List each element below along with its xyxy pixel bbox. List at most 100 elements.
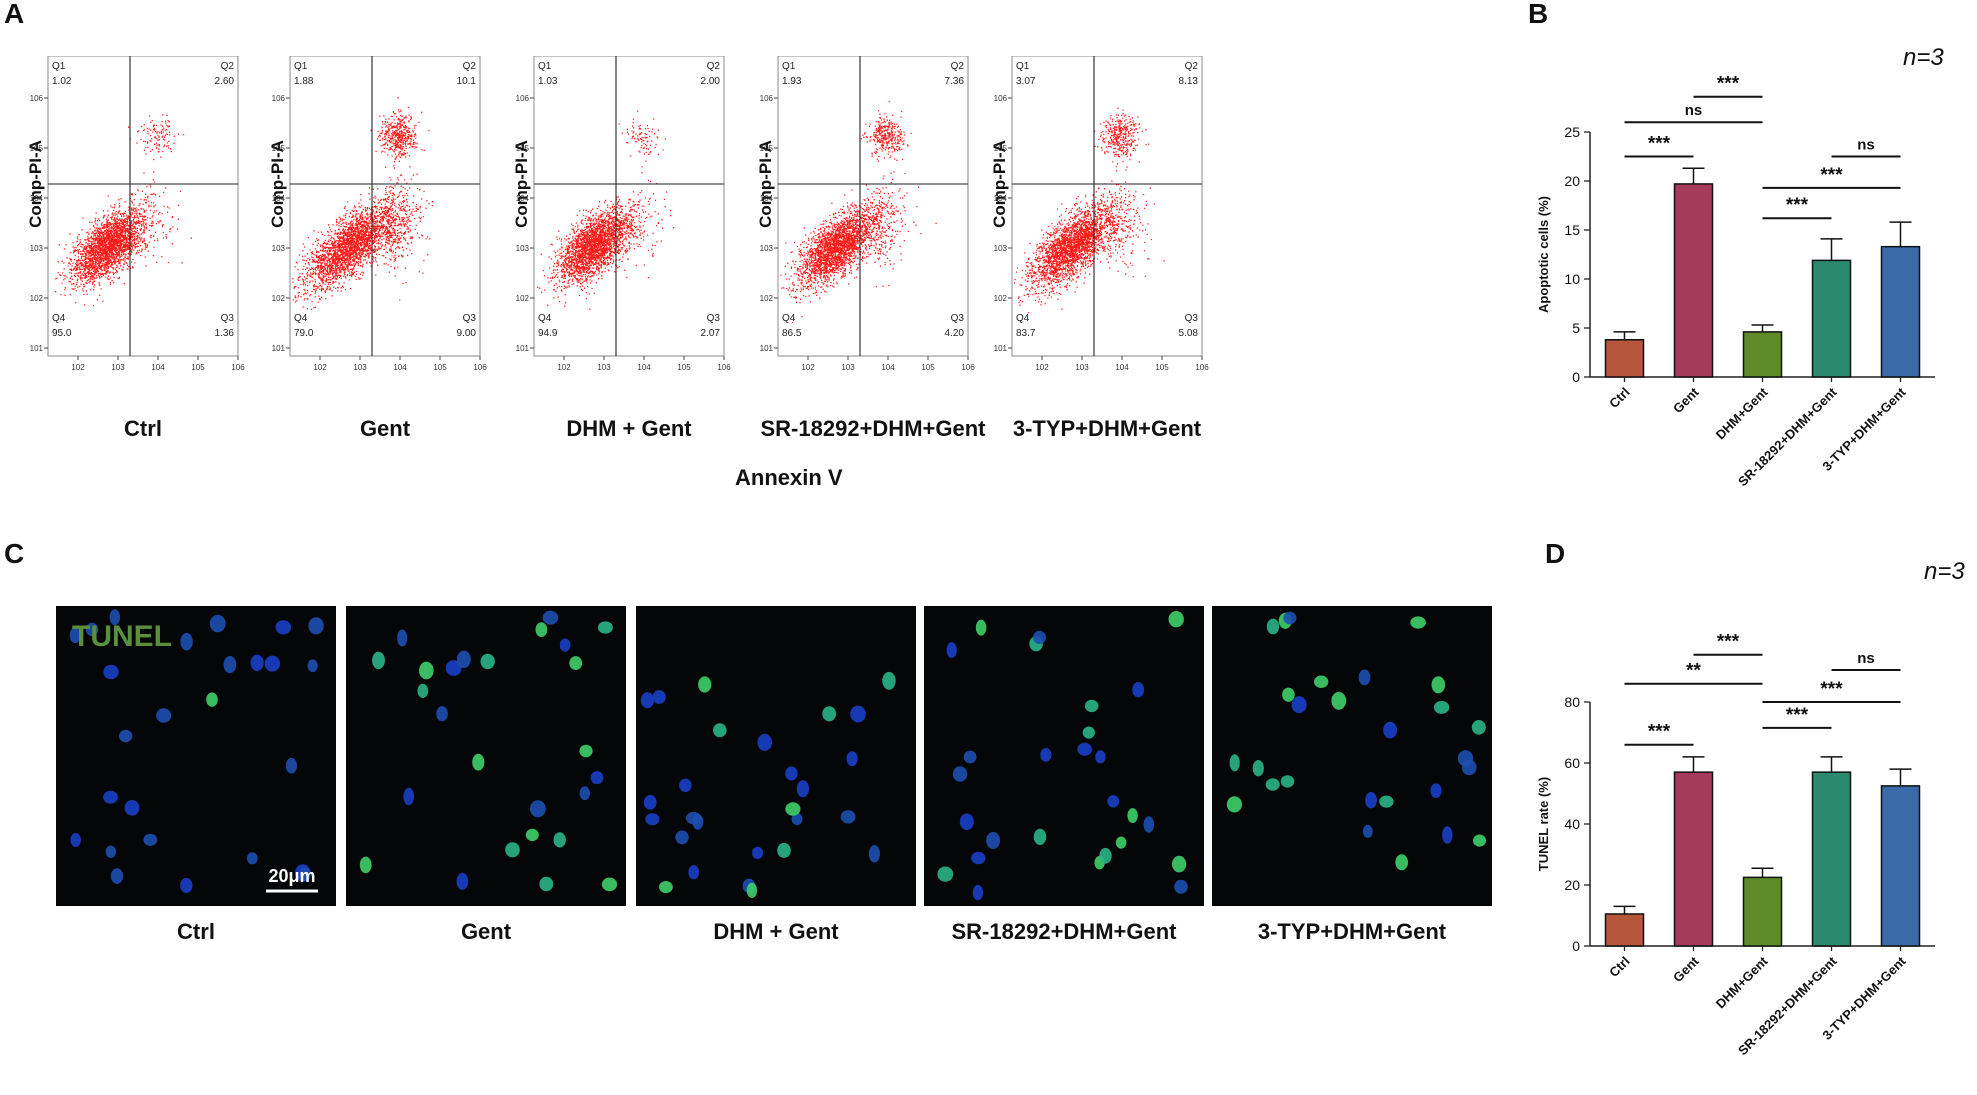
x-tick-label: DHM+Gent [1713,953,1771,1011]
bar-DHM+Gent [1742,331,1783,378]
apoptotic-cells-bar-chart: 0 5 10 15 20 25 Apoptotic cells (%) Ctrl Gent DHM… [1536,74,1935,489]
n-label-d: n=3 [1924,558,1965,585]
q4-value: 79.0 [294,328,314,339]
x-tick-label: 105 [191,363,205,372]
y-tick-label: 104 [30,194,44,203]
y-tick-label: 20 [1564,173,1580,189]
q2-value: 7.36 [945,76,965,87]
q4-name: Q4 [538,313,552,324]
nucleus [180,878,193,893]
nucleus [972,884,984,901]
nucleus [1132,682,1145,698]
nucleus [946,642,957,659]
q1-name: Q1 [1016,61,1030,72]
nucleus [645,813,660,826]
x-tick-label: 103 [111,363,125,372]
annexin-axis-label: Annexin V [735,465,843,490]
nucleus [1291,696,1307,714]
y-tick-label: 10 [1564,271,1580,287]
nucleus [180,632,193,651]
y-tick-label: 80 [1564,694,1580,710]
nucleus [579,786,590,801]
y-tick-label: 106 [994,94,1008,103]
tunel-positive-nucleus [822,706,837,722]
nucleus [1283,611,1297,625]
y-tick-label: 101 [30,344,44,353]
nucleus [868,845,880,863]
y-tick-label: 106 [272,94,286,103]
tunel-positive-nucleus [1172,855,1187,873]
tunel-positive-nucleus [1229,754,1240,772]
tunel-positive-nucleus [1084,699,1099,713]
q1-value: 3.07 [1016,76,1036,87]
nucleus [1362,824,1373,838]
x-tick-label: 104 [151,363,165,372]
nucleus [1461,759,1477,776]
tunel-positive-nucleus [1431,676,1446,694]
nucleus [1358,669,1371,686]
nucleus [103,790,118,804]
tunel-positive-nucleus [359,856,372,874]
tunel-positive-nucleus [1265,778,1280,791]
significance-label: *** [1717,74,1740,95]
y-tick-label: 15 [1564,222,1580,238]
significance-label: *** [1717,632,1740,653]
x-tick-label: Gent [1670,384,1702,416]
nucleus [299,867,311,882]
nucleus [119,729,133,743]
y-tick-label: 40 [1564,816,1580,832]
x-tick-label: 104 [393,363,407,372]
flow-scatter-plot-4: Q1 1.93 Q2 7.36 Q3 4.20 Q4 86.5 102 103 104 105 106 1… [760,56,975,372]
scatter-events [1014,107,1165,314]
bar-Ctrl [1604,913,1645,947]
nucleus [542,610,559,625]
n-label-b: n=3 [1903,44,1944,71]
q3-value: 1.36 [215,328,235,339]
flow-condition-label: DHM + Gent [566,416,692,441]
y-axis-label: Apoptotic cells (%) [1536,196,1551,313]
x-tick-label: 105 [1155,363,1169,372]
y-tick-label: 0 [1572,938,1580,954]
nucleus [640,692,654,709]
q1-value: 1.93 [782,76,802,87]
tunel-positive-nucleus [1082,726,1095,739]
significance-label: ns [1857,137,1875,154]
nucleus [796,780,809,798]
tunel-positive-nucleus [1033,828,1047,845]
x-tick-label: 103 [353,363,367,372]
x-tick-label: 104 [637,363,651,372]
tunel-positive-nucleus [535,622,548,637]
tunel-positive-nucleus [1127,808,1138,824]
q2-value: 2.00 [701,76,721,87]
bar-DHM+Gent [1742,876,1783,947]
tunel-positive-nucleus [1473,834,1486,847]
flow-condition-label: 3-TYP+DHM+Gent [1012,416,1202,441]
flow-scatter-plot-5: Q1 3.07 Q2 8.13 Q3 5.08 Q4 83.7 102 103 104 105 106 1… [994,56,1209,372]
y-tick-label: 105 [516,144,530,153]
x-tick-label: 106 [717,363,731,372]
nucleus [1033,630,1046,644]
tunel-positive-nucleus [597,621,613,634]
nucleus [686,811,702,825]
x-tick-label: 103 [1075,363,1089,372]
flow-condition-label: Ctrl [124,416,162,441]
tunel-image-4 [924,606,1204,906]
q2-name: Q2 [1185,61,1199,72]
tunel-positive-nucleus [472,753,485,771]
tunel-condition-label: 3-TYP+DHM+Gent [1257,919,1447,944]
bar-SR-18292+DHM+Gent [1811,771,1852,947]
panel-letter-c: C [4,538,25,569]
nucleus [1095,750,1106,764]
y-tick-label: 20 [1564,877,1580,893]
q3-name: Q3 [1185,313,1199,324]
tunel-positive-nucleus [777,842,791,858]
q4-name: Q4 [1016,313,1030,324]
q4-value: 86.5 [782,328,802,339]
x-tick-label: 104 [881,363,895,372]
nucleus [223,656,237,674]
significance-label: *** [1786,705,1809,726]
y-tick-label: 104 [994,194,1008,203]
tunel-positive-nucleus [1280,775,1295,788]
tunel-positive-nucleus [1168,611,1184,628]
tunel-image-3 [636,606,916,906]
